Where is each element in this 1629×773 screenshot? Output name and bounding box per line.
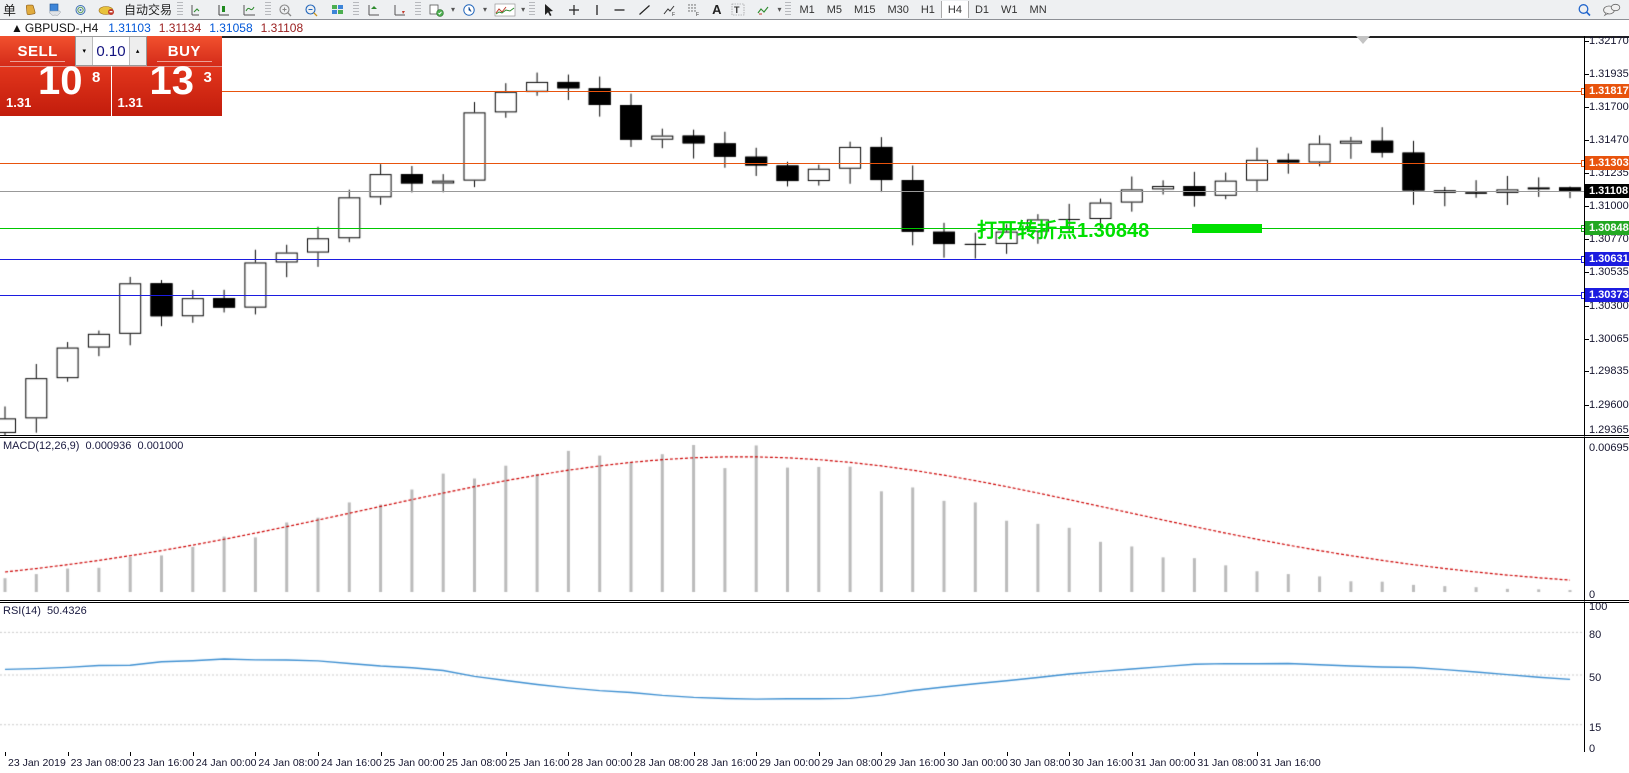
svg-text:T: T: [734, 5, 740, 15]
svg-text:F: F: [696, 12, 699, 17]
svg-text:F: F: [672, 12, 675, 17]
